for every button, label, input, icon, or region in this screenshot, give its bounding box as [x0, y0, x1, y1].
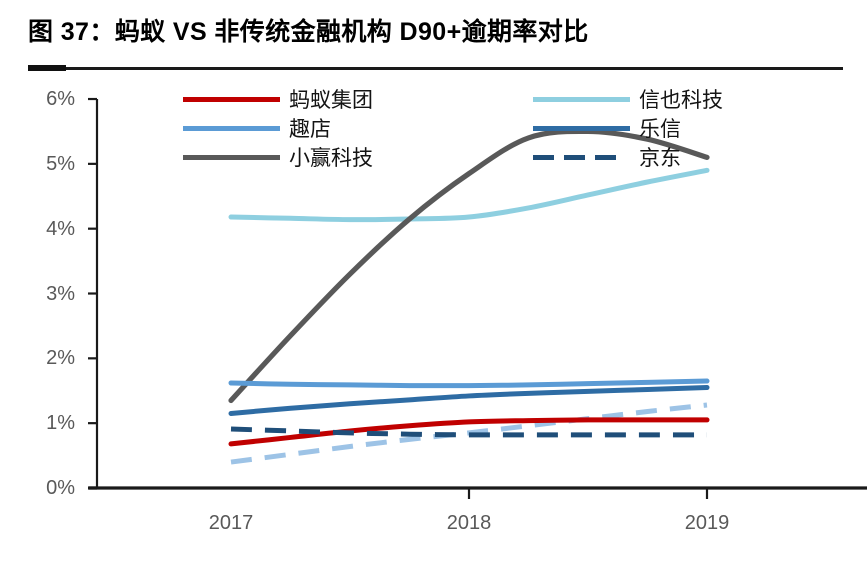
title-block: 图 37：蚂蚁 VS 非传统金融机构 D90+逾期率对比 [28, 10, 843, 72]
y-axis-tick-label: 2% [46, 347, 75, 370]
series-line [228, 167, 710, 223]
x-axis-tick-label: 2019 [684, 512, 730, 534]
y-axis-tick-label: 0% [46, 477, 75, 499]
series-line [228, 385, 710, 416]
series-line [230, 426, 707, 438]
chart-plot-area: 0% 1% 2% 3% 4% 5% 6% 2017 2018 2019 蚂蚁集团 信也科技 趣店 乐信… [0, 72, 867, 580]
line-chart-svg [88, 97, 867, 499]
y-axis-tick-label: 4% [46, 217, 75, 240]
title-divider [28, 67, 843, 70]
y-axis-tick-label: 3% [46, 282, 75, 305]
y-axis-tick-label: 5% [46, 152, 75, 175]
x-axis-tick-label: 2017 [208, 512, 254, 534]
x-axis-tick-label: 2018 [446, 512, 492, 534]
title-divider-accent [28, 65, 66, 71]
axis-group [88, 97, 867, 499]
y-axis-tick-label: 1% [46, 412, 75, 435]
series-line [228, 417, 710, 447]
series-line [228, 128, 710, 404]
page-title: 图 37：蚂蚁 VS 非传统金融机构 D90+逾期率对比 [28, 18, 589, 46]
series-line [228, 378, 710, 389]
series-group [228, 128, 710, 465]
y-axis-tick-label: 6% [46, 88, 75, 111]
